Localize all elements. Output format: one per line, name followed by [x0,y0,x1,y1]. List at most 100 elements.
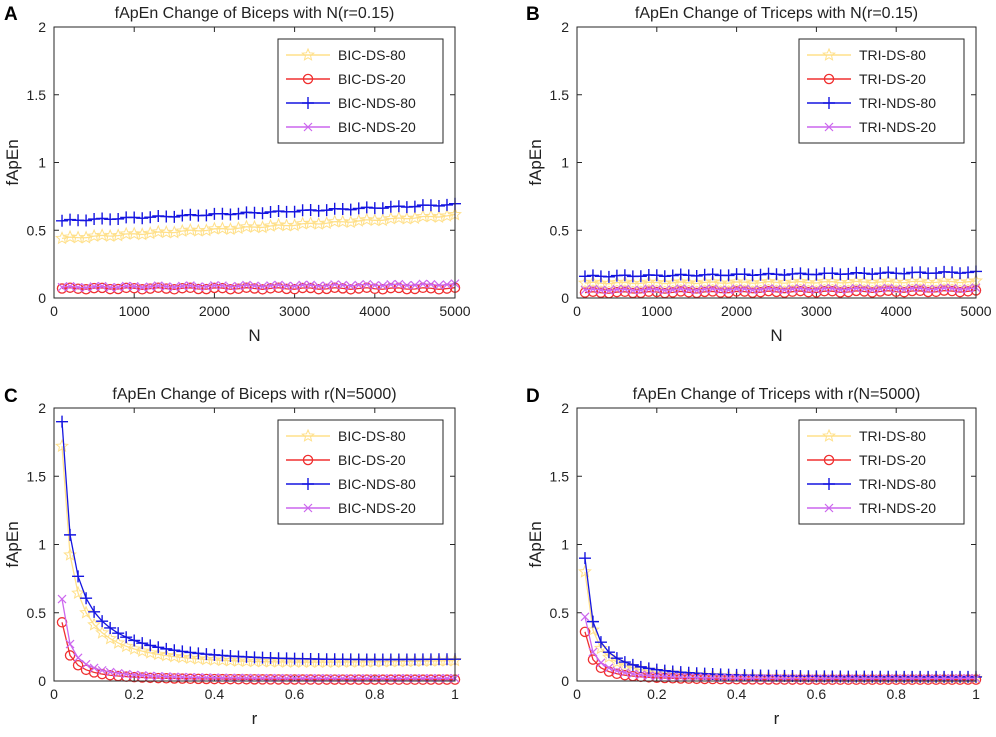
panel-a-data-point [129,281,139,291]
legend-swatch-marker [302,478,314,490]
panel-d-data-point [588,647,598,657]
panel-b-data-point [772,284,781,294]
panel-b-data-point [907,283,917,293]
panel-c-data-point [393,674,405,685]
panel-a-data-point [394,279,404,289]
panel-a-data-point [64,282,76,293]
panel-b-data-point [939,283,949,293]
panel-b-data-point [674,268,687,281]
panel-a-data-point [432,199,445,212]
panel-b-data-point [764,284,773,293]
panel-d-data-point [611,668,623,680]
panel-b-data-point [851,285,862,297]
panel-d-data-point [636,670,646,680]
panel-a-data-point [250,281,259,291]
panel-a-data-point [168,210,181,223]
panel-d-x-tick-label: 0.8 [886,686,906,702]
panel-d-legend: TRI-DS-80 TRI-DS-20 TRI-NDS-80 TRI-NDS-20 [798,419,965,525]
panel-a-x-tick-label: 4000 [359,303,390,319]
panel-b-data-point [666,269,679,282]
panel-d-data-point [604,663,614,673]
panel-c-data-point [201,673,211,682]
panel-c-data-point [401,674,413,685]
panel-c-data-point [144,672,156,684]
panel-a-series-bic-nds-20 [57,279,460,293]
panel-b-data-point [644,284,654,294]
panel-b-data-point [914,266,927,279]
panel-c-data-point [377,674,389,685]
panel-b-data-point [673,274,688,288]
panel-b-data-point [778,269,791,282]
panel-a-data-point [256,207,269,220]
panel-b-data-point [897,275,912,289]
panel-c-x-tick-label: 0 [50,686,58,702]
panel-d-axes-box [576,407,977,682]
panel-c-data-point [136,637,149,650]
panel-a-data-point [311,216,326,230]
panel-a-data-point [184,208,197,221]
panel-c-data-point [121,669,131,679]
panel-b-x-tick-label: 3000 [801,303,832,319]
panel-a-data-point [241,282,252,293]
panel-a-data-point [185,282,196,294]
legend-item: BIC-NDS-80 [286,476,416,492]
legend-label: TRI-DS-80 [859,47,926,63]
panel-c-data-point [184,646,197,659]
panel-a-data-point [440,198,453,211]
panel-d-data-point [586,615,599,628]
legend-swatch-marker [302,73,314,85]
panel-c-data-point [64,650,76,661]
panel-a-data-point [264,205,277,218]
panel-c-data-point [73,653,83,663]
panel-a-data-point [153,281,163,291]
panel-b-data-point [881,273,896,288]
panel-b-data-point [722,269,735,282]
panel-b-data-point [874,267,887,280]
panel-b-data-point [930,267,943,280]
panel-b-data-point [604,286,614,295]
legend-label: BIC-DS-80 [338,428,406,444]
panel-b-data-point [795,285,806,297]
panel-c-x-tick-label: 0.8 [365,686,385,702]
panel-c-data-point [329,674,340,685]
panel-c-data-point [233,674,244,685]
panel-a-data-point [57,282,67,292]
panel-a-data-point [242,280,251,290]
legend-swatch-marker [302,454,314,466]
legend-item: TRI-DS-80 [807,428,926,444]
panel-b-data-point [580,285,590,295]
panel-a-data-point [402,280,412,290]
panel-c-data-point [143,645,158,659]
panel-c-data-point [175,650,190,664]
panel-a-data-point [121,281,131,291]
legend-swatch-marker [302,97,314,109]
panel-c-data-point [161,673,172,684]
panel-b-data-point [953,275,967,289]
panel-a-data-point [338,280,348,290]
panel-b-data-point [665,275,680,289]
panel-b-data-point [586,274,600,289]
legend-swatch-marker [822,47,836,61]
panel-c-data-point [185,673,196,685]
panel-c-data-point [177,673,188,684]
panel-d-data-point [586,622,600,636]
panel-b-data-point [763,285,774,297]
panel-b-series-line [584,287,977,292]
legend-label: BIC-NDS-80 [338,95,416,111]
panel-a-data-point [266,281,275,290]
panel-b-data-point [882,285,894,296]
panel-a-data-point [304,203,317,216]
panel-b-data-point [891,284,901,294]
panel-d-y-tick-label: 2 [561,400,569,416]
panel-d-data-point [660,672,670,681]
panel-b-data-point [915,283,925,293]
panel-c-data-point [104,621,117,634]
panel-d-data-point [579,626,591,638]
panel-b-data-point [945,274,960,288]
legend-swatch-marker [823,454,835,466]
panel-b-data-point [753,275,768,289]
panel-b-data-point [810,268,823,281]
panel-d-x-tick-label: 0 [573,686,581,702]
panel-a-data-point [95,228,110,242]
panel-b-data-point [690,269,703,282]
